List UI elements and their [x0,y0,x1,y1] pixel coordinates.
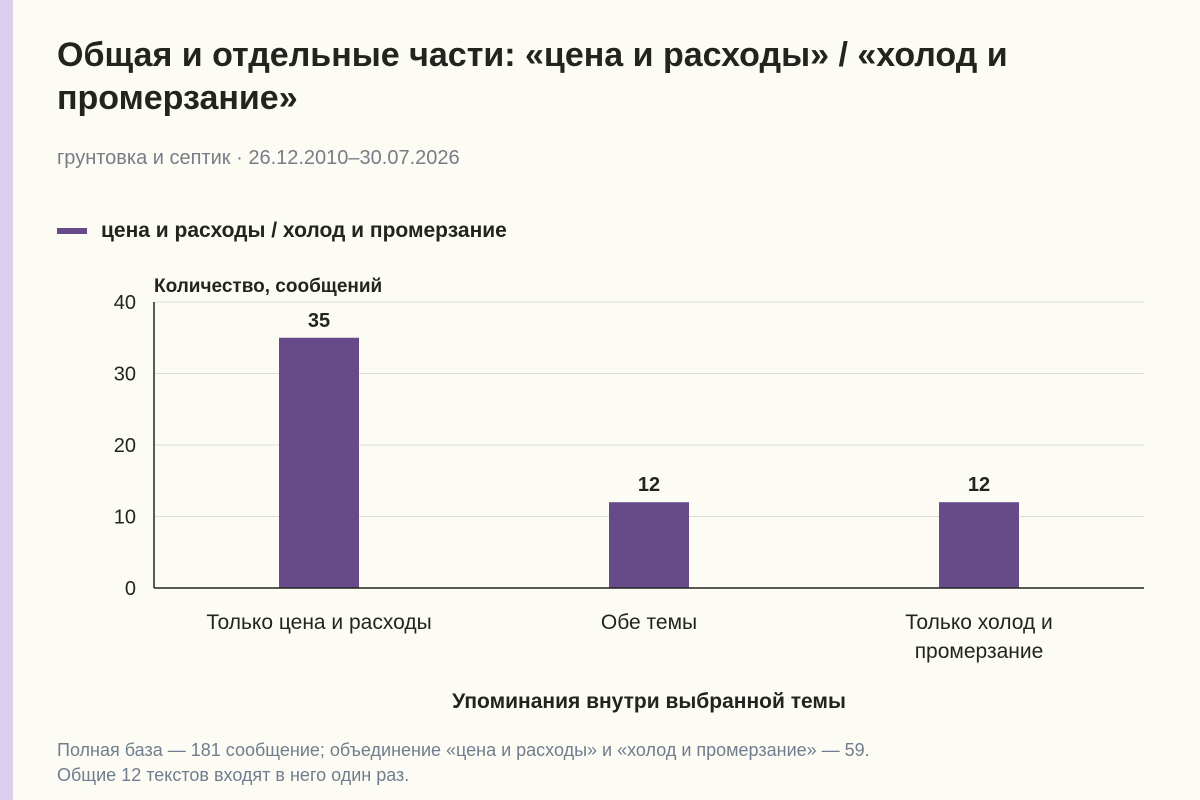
bar [609,502,689,588]
x-axis-label: Упоминания внутри выбранной темы [452,690,846,713]
y-tick-label: 40 [114,292,136,314]
legend: цена и расходы / холод и промерзание [57,219,507,243]
footnote: Полная база — 181 сообщение; объединение… [57,738,1177,788]
bar-layer [279,337,1019,588]
y-tick-label: 30 [114,364,136,386]
y-tick-label: 0 [125,578,136,600]
x-tick-label: Только цена и расходы [206,611,431,634]
data-label: 12 [638,474,660,496]
bar [279,337,359,588]
x-tick-label: промерзание [915,640,1044,663]
y-axis-label: Количество, сообщений [154,276,382,297]
axis-layer [153,302,1144,589]
x-tick-label: Только холод и [905,611,1053,634]
legend-label: цена и расходы / холод и промерзание [101,219,507,242]
footnote-line: Общие 12 текстов входят в него один раз. [57,765,410,785]
accent-stripe [0,0,13,800]
data-label: 35 [308,310,330,332]
data-label: 12 [968,474,990,496]
label-layer: 0 10 20 30 40 Количество, сообщений 35 Только ц… [114,276,1053,713]
y-tick-label: 20 [114,435,136,457]
y-tick-label: 10 [114,507,136,529]
bar [939,502,1019,588]
chart-title: Общая и отдельные части: «цена и расходы… [57,36,1008,117]
legend-swatch [57,228,87,234]
footnote-line: Полная база — 181 сообщение; объединение… [57,740,870,760]
chart-subtitle: грунтовка и септик · 26.12.2010–30.07.20… [57,147,460,169]
x-tick-label: Обе темы [601,611,697,634]
